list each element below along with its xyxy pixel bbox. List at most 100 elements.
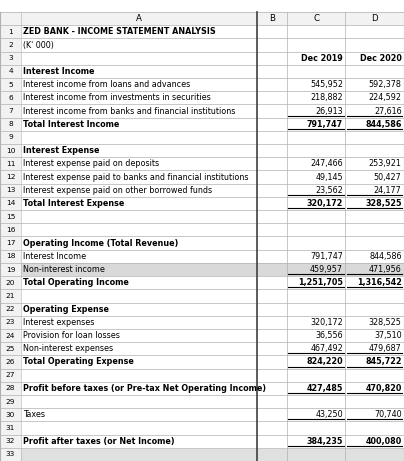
Text: Interest expenses: Interest expenses [23,318,95,327]
Bar [0,276,21,290]
Text: Non-interest expenses: Non-interest expenses [23,344,114,353]
Text: 29: 29 [6,399,15,405]
Text: 479,687: 479,687 [369,344,402,353]
Text: Interest income from loans and advances: Interest income from loans and advances [23,80,191,89]
Text: Interest expense paid on other borrowed funds: Interest expense paid on other borrowed … [23,186,213,195]
Text: 11: 11 [6,161,15,167]
Bar [0,183,21,197]
Text: 844,586: 844,586 [365,120,402,129]
Text: A: A [136,14,142,23]
Text: 1,251,705: 1,251,705 [298,278,343,287]
Text: 320,172: 320,172 [307,199,343,208]
Text: 49,145: 49,145 [316,172,343,182]
Text: 30: 30 [6,412,15,418]
Text: 459,957: 459,957 [310,265,343,274]
Text: 32: 32 [6,438,15,444]
Text: 9: 9 [8,135,13,141]
Text: D: D [371,14,378,23]
Text: 3: 3 [8,55,13,61]
Bar [0,448,21,461]
Text: 467,492: 467,492 [310,344,343,353]
Bar [0,250,21,263]
Text: 25: 25 [6,346,15,352]
Bar [0,171,21,183]
Text: 23: 23 [6,319,15,325]
Text: Provision for loan losses: Provision for loan losses [23,331,120,340]
Text: Interest Income: Interest Income [23,67,95,76]
Bar [0,435,21,448]
Text: 28: 28 [6,385,15,391]
Text: 791,747: 791,747 [307,120,343,129]
Text: 2: 2 [8,42,13,48]
Bar [0,382,21,395]
Text: 471,956: 471,956 [369,265,402,274]
Text: 328,525: 328,525 [365,199,402,208]
Text: 36,556: 36,556 [316,331,343,340]
Bar [0,78,21,91]
Text: Interest Expense: Interest Expense [23,146,100,155]
Text: 50,427: 50,427 [374,172,402,182]
Text: 592,378: 592,378 [369,80,402,89]
Text: 824,220: 824,220 [306,357,343,366]
Text: Interest income from banks and financial institutions: Interest income from banks and financial… [23,106,236,116]
Text: 10: 10 [6,148,15,154]
Text: Total Interest Expense: Total Interest Expense [23,199,125,208]
Text: 43,250: 43,250 [316,410,343,419]
Text: 328,525: 328,525 [369,318,402,327]
Bar [0,131,21,144]
Text: Total Interest Income: Total Interest Income [23,120,120,129]
Bar [0,329,21,342]
Bar [0,197,21,210]
Text: 24,177: 24,177 [374,186,402,195]
Text: 26: 26 [6,359,15,365]
Bar [0,118,21,131]
Text: 23,562: 23,562 [315,186,343,195]
Text: 27: 27 [6,372,15,378]
Text: 16: 16 [6,227,15,233]
Text: 7: 7 [8,108,13,114]
Text: 545,952: 545,952 [310,80,343,89]
Bar [0,25,21,38]
Text: 247,466: 247,466 [310,160,343,168]
Text: 253,921: 253,921 [369,160,402,168]
Bar [0,52,21,65]
Bar [0,38,21,52]
Text: Operating Income (Total Revenue): Operating Income (Total Revenue) [23,239,179,248]
Text: 19: 19 [6,266,15,272]
Bar [0,395,21,408]
Text: 218,882: 218,882 [310,93,343,102]
Text: Interest expense paid on deposits: Interest expense paid on deposits [23,160,160,168]
Text: 224,592: 224,592 [368,93,402,102]
Bar [0,105,21,118]
Text: Profit after taxes (or Net Income): Profit after taxes (or Net Income) [23,437,175,446]
Text: 400,080: 400,080 [365,437,402,446]
Text: Interest income from investments in securities: Interest income from investments in secu… [23,93,211,102]
Bar [0,12,404,25]
Bar [0,263,21,276]
Text: Non-interest income: Non-interest income [23,265,105,274]
Text: 12: 12 [6,174,15,180]
Text: 470,820: 470,820 [365,384,402,393]
Bar [0,302,21,316]
Text: 320,172: 320,172 [310,318,343,327]
Text: Operating Expense: Operating Expense [23,305,109,313]
Bar [0,157,21,171]
Text: 6: 6 [8,95,13,101]
Text: Dec 2020: Dec 2020 [360,54,402,63]
Text: 1: 1 [8,29,13,35]
Text: 31: 31 [6,425,15,431]
Text: 8: 8 [8,121,13,127]
Bar [21,263,404,276]
Text: 37,510: 37,510 [374,331,402,340]
Bar [0,355,21,368]
Bar [0,223,21,236]
Text: 26,913: 26,913 [316,106,343,116]
Bar [0,421,21,435]
Text: 791,747: 791,747 [310,252,343,261]
Text: Taxes: Taxes [23,410,45,419]
Bar [0,210,21,223]
Text: Interest Income: Interest Income [23,252,86,261]
Bar [0,144,21,157]
Bar [0,408,21,421]
Text: 21: 21 [6,293,15,299]
